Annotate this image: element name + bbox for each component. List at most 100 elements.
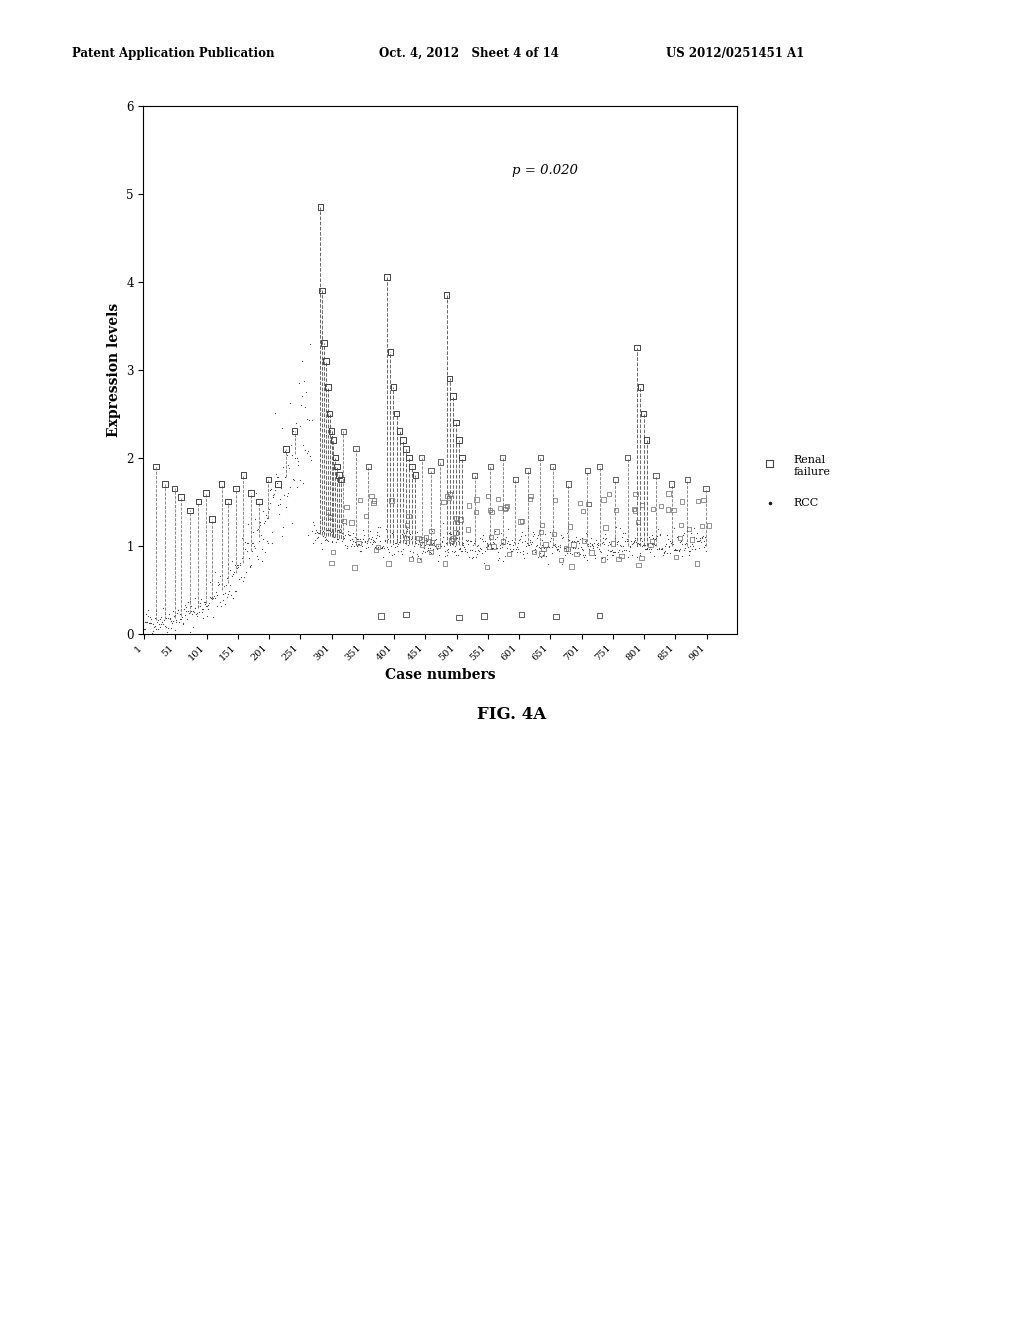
Point [329,528,345,549]
Point [587,546,603,568]
Point [232,566,249,587]
Point [553,553,569,574]
Point [298,381,314,403]
Point [371,537,387,558]
Point [438,284,455,305]
Point [414,543,430,564]
Point [632,376,648,397]
Point [590,532,606,553]
Point [563,556,580,577]
Point [420,540,436,561]
Point [605,545,622,566]
Point [263,479,280,500]
Point [309,523,326,544]
Point [643,525,659,546]
Point [137,603,154,624]
Point [317,350,334,371]
Point [696,536,713,557]
Point [304,512,321,533]
Point [442,524,459,545]
Point [227,478,244,499]
Point [335,525,351,546]
Point [384,523,400,544]
Point [451,429,467,450]
Point [683,539,699,560]
Point [280,483,296,504]
Point [642,535,658,556]
Point [686,517,702,539]
Point [440,541,457,562]
Point [319,523,336,544]
Point [221,581,238,602]
Point [597,523,613,544]
Point [592,455,608,477]
Point [368,528,384,549]
Point [434,532,451,553]
Point [174,612,190,634]
Point [472,528,488,549]
Point [203,587,219,609]
Point [210,574,226,595]
Point [534,543,550,564]
Point [589,533,605,554]
Point [453,510,469,531]
Point [269,473,286,494]
Point [323,521,339,543]
Point [568,543,585,564]
Point [227,581,244,602]
Point [555,527,571,548]
Point [680,536,696,557]
Point [285,469,301,490]
Point [274,525,291,546]
Point [411,549,427,570]
Point [390,533,407,554]
Point [177,605,194,626]
Point [428,537,444,558]
Point [335,529,351,550]
Point [211,574,227,595]
Point [292,416,308,437]
Point [311,519,328,540]
Point [684,533,700,554]
Point [319,376,336,397]
Point [278,496,294,517]
Point [218,586,234,607]
Point [336,528,352,549]
Point [444,385,461,407]
Point [327,517,343,539]
Point [518,533,535,554]
Point [157,474,173,495]
Point [694,515,711,536]
Point [470,535,486,556]
Point [165,601,181,622]
Point [565,535,582,556]
Point [675,523,691,544]
Point [404,541,421,562]
Point [666,517,682,539]
Point [640,533,656,554]
Point [464,548,480,569]
Point [266,403,283,424]
Point [425,539,441,560]
Point [659,528,676,549]
Point [522,486,539,507]
Point [436,553,453,574]
Point [498,527,514,548]
Point [205,587,221,609]
Point [664,474,680,495]
Point [352,540,369,561]
Point [631,533,647,554]
Point [213,595,229,616]
Point [431,545,447,566]
Point [634,531,650,552]
Point [614,540,631,561]
Point [681,545,697,566]
Point [563,544,580,565]
Point [560,528,577,549]
Point [415,531,431,552]
Point [343,512,359,533]
Point [179,601,196,622]
Point [691,527,708,548]
Point [451,607,467,628]
Point [648,528,665,549]
